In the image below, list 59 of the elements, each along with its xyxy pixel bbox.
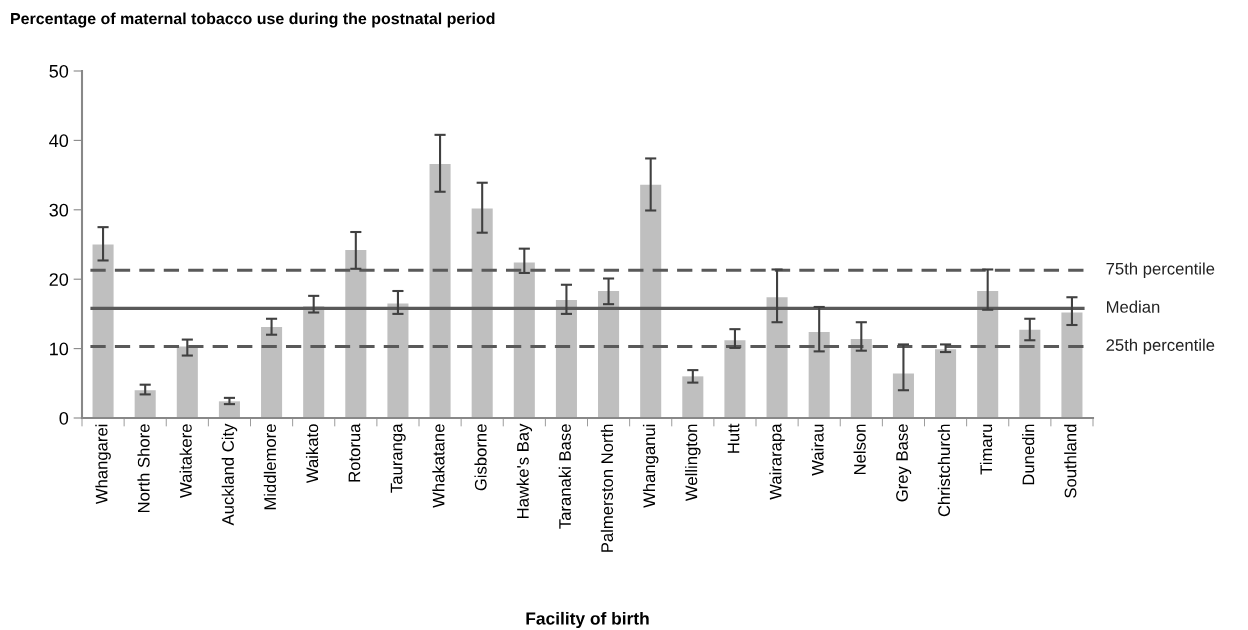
x-tick-label: Nelson bbox=[853, 424, 866, 475]
x-tick-label: Timaru bbox=[979, 424, 993, 475]
ref-line-label: 75th percentile bbox=[1106, 262, 1215, 278]
x-tick-label: Waikato bbox=[305, 424, 319, 484]
x-tick-label: Gisborne bbox=[474, 424, 487, 491]
y-tick-label: 40 bbox=[49, 134, 69, 148]
x-tick-label: Whakatane bbox=[432, 424, 445, 508]
x-tick-label: Whangarei bbox=[95, 424, 111, 505]
y-tick-label: 0 bbox=[59, 411, 69, 425]
ref-line-label: Median bbox=[1107, 300, 1160, 313]
bar bbox=[345, 250, 367, 418]
bar bbox=[134, 390, 156, 418]
y-tick-label: 20 bbox=[49, 273, 69, 286]
y-tick-label: 30 bbox=[49, 203, 69, 217]
bar bbox=[471, 208, 493, 418]
x-tick-label: Middlemore bbox=[263, 424, 277, 510]
x-tick-label: Hawke's Bay bbox=[516, 423, 533, 518]
x-tick-label: Tauranga bbox=[390, 423, 406, 493]
x-tick-label: Taranaki Base bbox=[558, 424, 571, 529]
x-tick-label: Palmerston North bbox=[600, 424, 614, 552]
y-tick-label: 10 bbox=[50, 342, 69, 356]
bar bbox=[935, 349, 957, 418]
bar bbox=[977, 291, 999, 418]
bar bbox=[892, 373, 914, 418]
x-tick-label: Rotorua bbox=[348, 423, 361, 482]
bar bbox=[429, 164, 451, 418]
chart-title: Percentage of maternal tobacco use during the postnatal period bbox=[11, 12, 495, 28]
x-tick-label: Grey Base bbox=[896, 424, 912, 502]
bar bbox=[1019, 329, 1041, 418]
x-axis-title: Facility of birth bbox=[526, 611, 649, 629]
bar bbox=[303, 306, 325, 418]
bar bbox=[176, 346, 198, 418]
x-tick-label: Dunedin bbox=[1022, 424, 1035, 485]
bar bbox=[640, 184, 662, 418]
x-tick-label: Southland bbox=[1064, 424, 1077, 498]
x-tick-label: Wairau bbox=[811, 424, 824, 476]
bar bbox=[808, 331, 830, 418]
x-tick-label: Wairarapa bbox=[769, 423, 785, 500]
bar bbox=[682, 376, 704, 418]
bar bbox=[598, 291, 620, 418]
x-tick-label: Hutt bbox=[727, 423, 740, 453]
bar bbox=[850, 338, 872, 418]
ref-line-label: 25th percentile bbox=[1106, 338, 1215, 355]
x-tick-label: Christchurch bbox=[937, 424, 951, 517]
x-tick-label: Auckland City bbox=[221, 423, 238, 526]
bar bbox=[261, 327, 283, 418]
x-tick-label: North Shore bbox=[137, 424, 150, 513]
x-tick-label: Waitakere bbox=[179, 424, 192, 498]
bar bbox=[724, 340, 746, 418]
x-tick-label: Wellington bbox=[685, 424, 701, 501]
bar bbox=[1061, 312, 1083, 418]
bar bbox=[513, 262, 535, 418]
bar bbox=[387, 303, 409, 418]
bar bbox=[555, 300, 577, 418]
bar bbox=[766, 297, 788, 418]
bar bbox=[218, 401, 240, 418]
x-tick-label: Whanganui bbox=[642, 424, 659, 508]
y-tick-label: 50 bbox=[49, 64, 69, 78]
bar bbox=[92, 244, 114, 418]
